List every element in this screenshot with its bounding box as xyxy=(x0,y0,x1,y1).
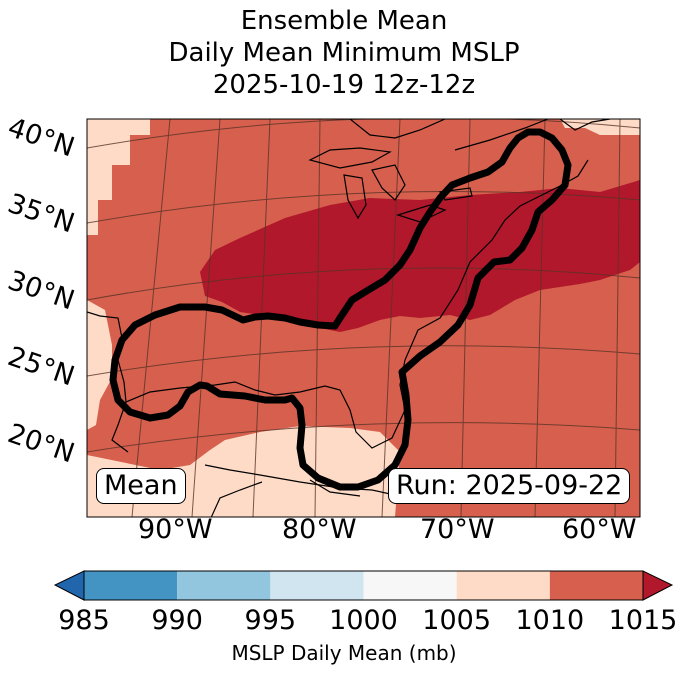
lon-tick-60w: 60°W xyxy=(562,514,637,545)
colorbar-tick-995: 995 xyxy=(244,605,297,636)
colorbar-tick-1000: 1000 xyxy=(329,605,398,636)
field-1005-1010-gulf-coast xyxy=(87,300,112,430)
colorbar-under-arrow xyxy=(53,570,85,601)
colorbar-tick-1015: 1015 xyxy=(608,605,678,636)
field-1005-1010-west xyxy=(87,119,150,235)
colorbar-bin-995-1000 xyxy=(270,571,364,600)
lon-tick-70w: 70°W xyxy=(420,514,495,545)
colorbar-tick-985: 985 xyxy=(58,605,110,636)
lon-tick-80w: 80°W xyxy=(282,514,357,545)
colorbar-bin-985-990 xyxy=(84,571,178,600)
field-above-1015 xyxy=(200,180,640,332)
colorbar-tick-1005: 1005 xyxy=(422,605,492,636)
map-panel xyxy=(87,119,640,517)
colorbar-over-arrow xyxy=(642,570,674,601)
chart-title-line-3: 2025-10-19 12z-12z xyxy=(212,70,476,100)
colorbar-bin-1000-1005 xyxy=(363,571,457,600)
contour-outline xyxy=(109,128,572,491)
great-lakes xyxy=(308,119,611,223)
lon-tick-90w: 90°W xyxy=(138,514,213,545)
colorbar-bin-1010-1015 xyxy=(549,571,643,600)
graticule xyxy=(87,119,640,517)
chart-title-line-2: Daily Mean Minimum MSLP xyxy=(168,38,520,68)
colorbar-bin-990-995 xyxy=(177,571,271,600)
colorbar xyxy=(53,570,674,601)
colorbar-label: MSLP Daily Mean (mb) xyxy=(231,641,457,665)
chart-title-line-1: Ensemble Mean xyxy=(240,6,448,36)
mean-annotation: Mean xyxy=(96,468,186,504)
colorbar-tick-990: 990 xyxy=(151,605,203,636)
run-date-annotation: Run: 2025-09-22 xyxy=(388,468,631,504)
colorbar-bin-1005-1010 xyxy=(456,571,550,600)
colorbar-tick-1010: 1010 xyxy=(515,605,585,636)
